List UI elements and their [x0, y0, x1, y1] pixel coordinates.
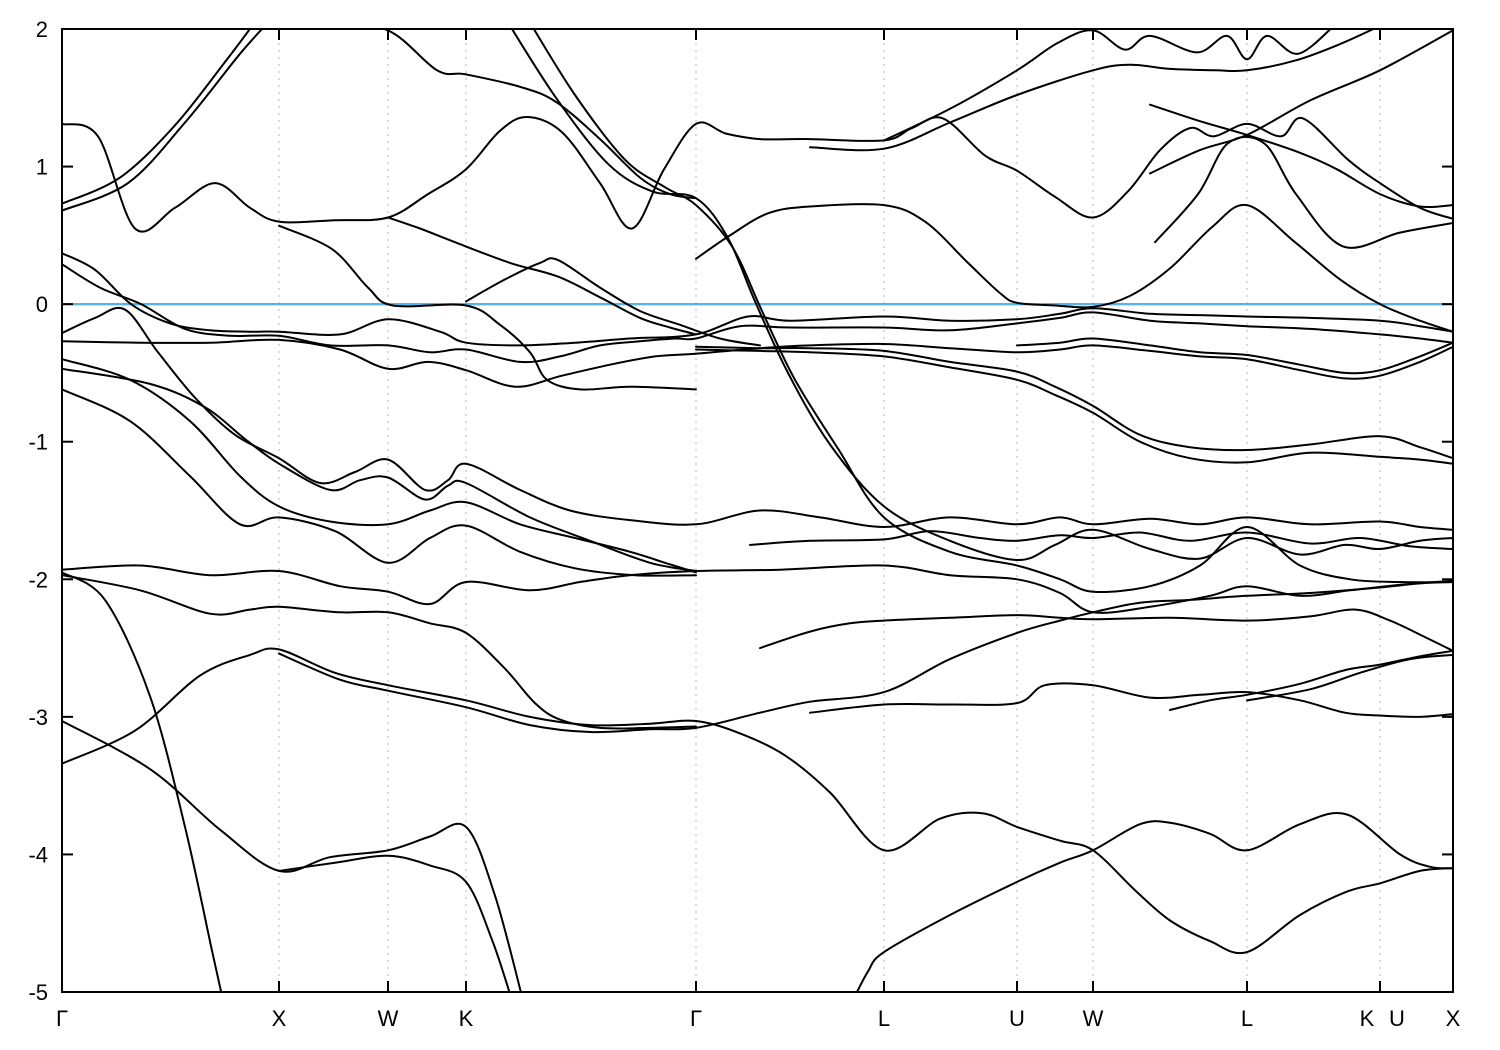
band-curve [883, 29, 1332, 142]
band-curve [695, 203, 1453, 333]
y-tick-label: -1 [28, 430, 48, 455]
band-curve [532, 29, 1453, 593]
y-axis-tick-labels: 2 1 0 -1 -2 -3 -4 -5 [28, 17, 48, 1005]
band-curve [1149, 103, 1453, 209]
kpoint-label: K [1360, 1006, 1375, 1031]
band-curve [62, 388, 697, 577]
y-tick-label: -4 [28, 842, 48, 867]
kpoint-label: U [1009, 1006, 1025, 1031]
kpoint-label: Γ [690, 1006, 702, 1031]
band-curve [510, 29, 1453, 562]
band-curves [62, 29, 1453, 992]
band-curve [62, 252, 1453, 347]
band-curve [1016, 337, 1453, 375]
band-curve [380, 29, 697, 200]
band-curve [62, 719, 522, 992]
kpoint-label: W [1083, 1006, 1104, 1031]
band-curve [855, 812, 1453, 992]
band-curve [695, 348, 1453, 465]
y-tick-label: 0 [36, 292, 48, 317]
band-curve [278, 854, 511, 992]
band-curve [809, 682, 1453, 718]
kpoint-label: L [878, 1006, 890, 1031]
band-curve [749, 530, 1453, 550]
kpoint-label: W [378, 1006, 399, 1031]
kpoint-label: U [1389, 1006, 1405, 1031]
band-curve [62, 29, 252, 205]
y-tick-label: -2 [28, 567, 48, 592]
kpoint-label: Γ [56, 1006, 68, 1031]
band-curve [809, 29, 1376, 152]
y-tick-label: -5 [28, 980, 48, 1005]
band-curve [1246, 653, 1453, 702]
plot-frame [61, 28, 1454, 993]
band-curve [1169, 649, 1453, 711]
band-curve [62, 571, 223, 992]
kpoint-label: X [1446, 1006, 1461, 1031]
band-curve [62, 306, 1453, 531]
kpoint-label: L [1241, 1006, 1253, 1031]
band-curve [62, 338, 1453, 388]
y-tick-label: -3 [28, 705, 48, 730]
vertical-gridlines [278, 29, 1381, 992]
band-curve [62, 647, 1453, 955]
band-curve [278, 581, 1453, 734]
band-curve [62, 367, 697, 572]
band-curve [695, 345, 1453, 460]
kpoint-label: X [272, 1006, 287, 1031]
band-curve [62, 29, 264, 212]
band-curve [278, 224, 697, 391]
band-curve [62, 574, 697, 730]
band-curve [1149, 29, 1453, 175]
band-curve [1154, 135, 1453, 249]
band-curve [62, 358, 697, 574]
band-curve [387, 216, 697, 336]
band-curve [62, 564, 1453, 614]
band-curve [62, 263, 1453, 364]
band-curve [759, 608, 1453, 652]
kpoint-label: K [459, 1006, 474, 1031]
y-tick-label: 1 [36, 155, 48, 180]
band-curve [62, 115, 1453, 233]
axis-ticks [62, 28, 1453, 993]
y-tick-label: 2 [36, 17, 48, 42]
